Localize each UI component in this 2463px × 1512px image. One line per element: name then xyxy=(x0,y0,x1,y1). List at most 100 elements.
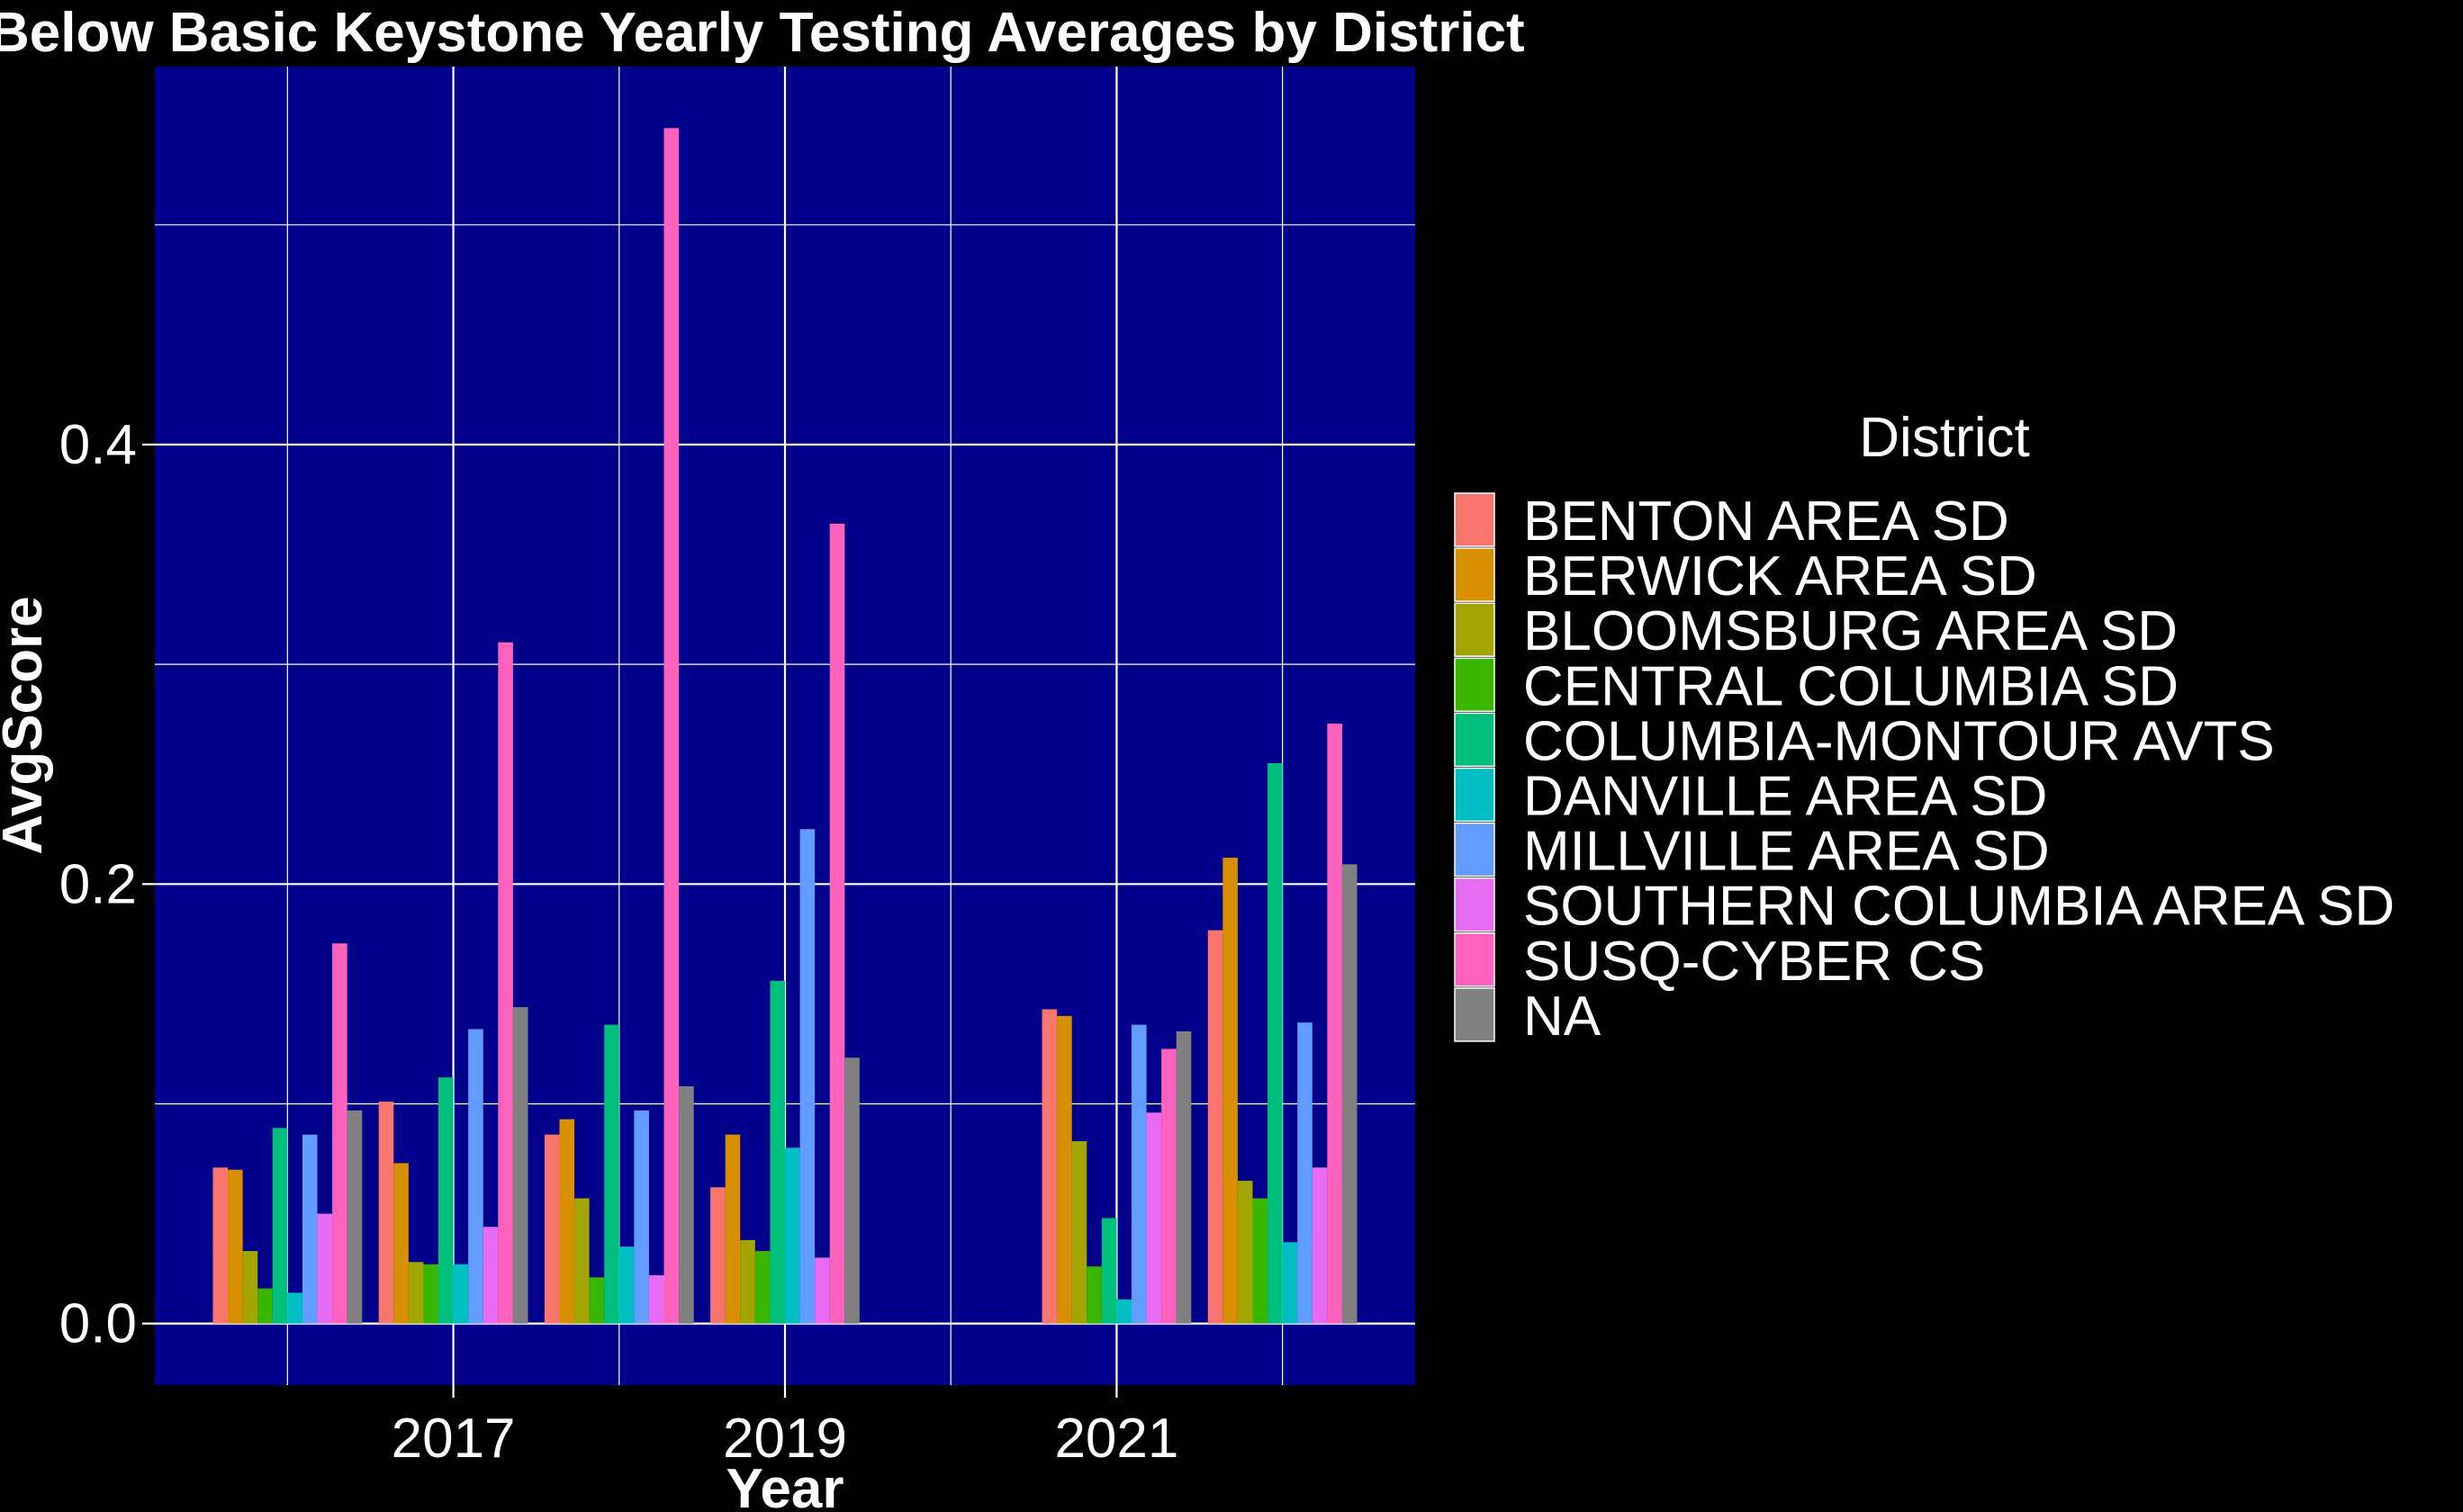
bar xyxy=(770,980,785,1324)
bar xyxy=(725,1134,741,1324)
legend-label: CENTRAL COLUMBIA SD xyxy=(1523,655,2179,717)
bar xyxy=(1222,858,1238,1324)
bar xyxy=(829,523,845,1324)
bar xyxy=(498,642,513,1324)
legend-label: COLUMBIA-MONTOUR AVTS xyxy=(1523,710,2275,772)
bar xyxy=(1176,1030,1192,1324)
legend-key xyxy=(1454,602,1495,657)
bar xyxy=(287,1292,302,1324)
x-axis-title: Year xyxy=(726,1458,844,1512)
bar xyxy=(1312,1167,1328,1324)
bar xyxy=(347,1110,363,1324)
bar xyxy=(228,1169,243,1324)
bar xyxy=(1042,1009,1058,1324)
bar xyxy=(679,1085,694,1324)
bar xyxy=(317,1213,333,1324)
bar xyxy=(648,1274,664,1324)
legend-label: BENTON AREA SD xyxy=(1523,490,2009,553)
bar xyxy=(302,1134,318,1324)
bar xyxy=(423,1264,438,1324)
bar xyxy=(604,1024,619,1324)
bar xyxy=(1116,1299,1132,1324)
legend-key xyxy=(1454,767,1495,823)
bars xyxy=(212,128,1358,1324)
bar xyxy=(1341,864,1358,1324)
legend-item: BERWICK AREA SD xyxy=(1454,545,2037,608)
bar xyxy=(844,1058,860,1324)
bar xyxy=(408,1262,424,1324)
bar xyxy=(618,1246,635,1324)
x-tick-label: 2017 xyxy=(392,1408,516,1470)
bar xyxy=(1101,1218,1117,1324)
bar xyxy=(574,1198,590,1324)
bar xyxy=(453,1264,469,1324)
bar xyxy=(1207,930,1223,1324)
bar xyxy=(544,1134,560,1324)
bar xyxy=(740,1239,755,1324)
x-tick-label: 2019 xyxy=(723,1408,847,1470)
bar xyxy=(1161,1048,1177,1324)
bar xyxy=(393,1163,409,1324)
x-tick-label: 2021 xyxy=(1054,1408,1178,1470)
bar xyxy=(1087,1266,1102,1324)
legend-key xyxy=(1454,987,1495,1042)
bar xyxy=(257,1288,273,1324)
bar xyxy=(815,1257,830,1324)
y-axis-title: AvgScore xyxy=(0,596,54,854)
bar xyxy=(512,1007,528,1324)
bar xyxy=(1146,1112,1162,1324)
bar xyxy=(1297,1022,1313,1324)
legend-label: SOUTHERN COLUMBIA AREA SD xyxy=(1523,876,2395,938)
bar xyxy=(1237,1180,1253,1324)
legend-key xyxy=(1454,657,1495,713)
legend-item: COLUMBIA-MONTOUR AVTS xyxy=(1454,710,2275,772)
bar xyxy=(799,829,816,1324)
legend-key xyxy=(1454,712,1495,768)
legend-item: DANVILLE AREA SD xyxy=(1454,766,2047,828)
legend-item: CENTRAL COLUMBIA SD xyxy=(1454,655,2179,717)
bar xyxy=(212,1167,229,1324)
chart-title: Below Basic Keystone Yearly Testing Aver… xyxy=(0,2,1525,64)
bar xyxy=(332,943,347,1324)
bar xyxy=(754,1251,771,1324)
legend-label: NA xyxy=(1523,986,1601,1048)
bar xyxy=(710,1187,726,1324)
legend-item: NA xyxy=(1454,986,1601,1048)
bar xyxy=(1282,1242,1298,1324)
legend-key xyxy=(1454,822,1495,878)
y-tick-label: 0.0 xyxy=(59,1293,137,1355)
y-tick-label: 0.4 xyxy=(59,414,137,476)
x-ticks: 2017 2019 2021 xyxy=(392,1385,1178,1470)
bar xyxy=(468,1029,483,1324)
bar xyxy=(663,128,680,1324)
bar xyxy=(634,1110,649,1324)
legend-title: District xyxy=(1859,407,2029,469)
legend-item: SUSQ-CYBER CS xyxy=(1454,931,1985,993)
bar xyxy=(1132,1024,1147,1324)
bar xyxy=(438,1077,454,1324)
legend-item: BENTON AREA SD xyxy=(1454,490,2009,553)
bar xyxy=(242,1251,258,1324)
y-ticks: 0.0 0.2 0.4 xyxy=(59,414,155,1355)
bar xyxy=(1071,1140,1087,1324)
bar xyxy=(1252,1198,1268,1324)
bar xyxy=(378,1102,394,1324)
legend-label: BLOOMSBURG AREA SD xyxy=(1523,600,2178,662)
bar xyxy=(483,1227,499,1324)
legend-key xyxy=(1454,547,1495,602)
bar xyxy=(1268,763,1283,1324)
legend-label: SUSQ-CYBER CS xyxy=(1523,931,1985,993)
bar xyxy=(272,1128,288,1324)
legend-key xyxy=(1454,877,1495,932)
legend-item: MILLVILLE AREA SD xyxy=(1454,821,2050,883)
legend-label: DANVILLE AREA SD xyxy=(1523,766,2047,828)
legend-item: SOUTHERN COLUMBIA AREA SD xyxy=(1454,876,2395,938)
bar xyxy=(559,1119,575,1324)
legend-key xyxy=(1454,932,1495,987)
bar xyxy=(785,1148,800,1324)
legend-label: MILLVILLE AREA SD xyxy=(1523,821,2050,883)
y-tick-label: 0.2 xyxy=(59,853,137,915)
